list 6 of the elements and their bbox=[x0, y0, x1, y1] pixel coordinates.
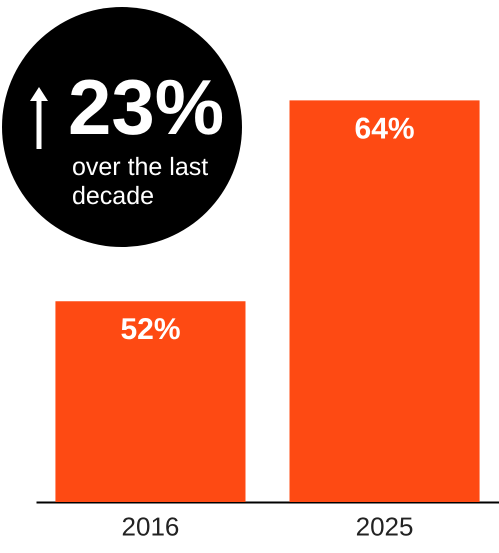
data-label: 52% bbox=[120, 313, 180, 346]
annotation: 23% bbox=[68, 63, 224, 151]
annotation: over the last decade bbox=[72, 153, 210, 211]
data-label: 64% bbox=[354, 112, 415, 146]
x-tick-label: 2025 bbox=[356, 512, 414, 542]
x-tick-label: 2016 bbox=[122, 512, 180, 542]
